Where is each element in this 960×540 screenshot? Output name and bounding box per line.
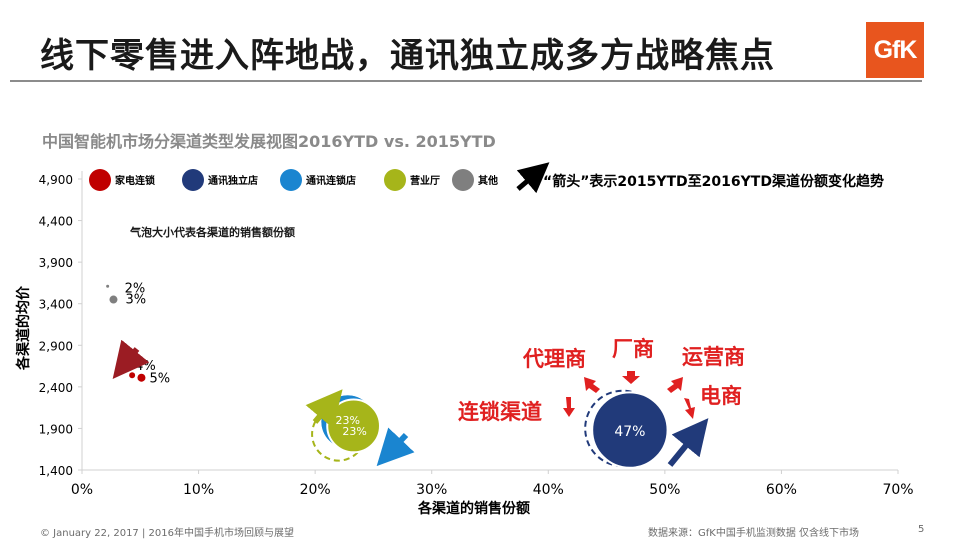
bubble-label: 5% (149, 372, 170, 387)
strategy-annotations: 代理商 厂商 运营商 连锁渠道 电商 (458, 337, 745, 424)
trend-arrow-operator-hall (305, 389, 343, 429)
bubble-label: 23% (342, 425, 366, 438)
y-axis-title: 各渠道的均价 (15, 285, 32, 371)
legend-label: 家电连锁 (115, 174, 155, 187)
gfk-logo: GfK (866, 22, 924, 78)
footer-copyright: © January 22, 2017 | 2016年中国手机市场回顾与展望 (40, 528, 294, 539)
pointer-arrow-chain (563, 397, 575, 417)
strategy-pointer-arrows (563, 371, 695, 419)
legend-marker (452, 169, 474, 191)
legend-marker (182, 169, 204, 191)
x-tick-label: 70% (882, 482, 913, 498)
annotation-manufacturer: 厂商 (612, 337, 654, 361)
pointer-arrow-manufacturer (622, 371, 640, 384)
legend-label: 通讯连锁店 (306, 174, 356, 187)
page-number: 5 (918, 524, 925, 535)
bubble-2016 (109, 295, 118, 304)
x-tick-label: 60% (766, 482, 797, 498)
y-tick-label: 4,900 (39, 173, 73, 187)
annotation-ecommerce: 电商 (700, 384, 742, 408)
annotation-operator: 运营商 (682, 345, 745, 369)
pointer-arrow-agent (584, 377, 600, 393)
y-tick-label: 2,900 (39, 339, 73, 353)
x-axis-title: 各渠道的销售份额 (417, 500, 530, 517)
x-tick-label: 20% (300, 482, 331, 498)
pointer-arrow-ecommerce (684, 398, 695, 419)
bubble-2016 (591, 391, 669, 469)
annotation-chain-channel: 连锁渠道 (458, 400, 542, 424)
bubbles: 4%5%47%23%23%2%3% (106, 281, 669, 469)
legend-marker (280, 169, 302, 191)
y-tick-label: 3,900 (39, 256, 73, 270)
footer-source: 数据来源：GfK中国手机监测数据 仅含线下市场 (648, 528, 860, 539)
y-tick-label: 4,400 (39, 215, 73, 229)
title-divider (10, 80, 922, 82)
bubble-label: 47% (614, 424, 645, 440)
legend: 家电连锁 通讯独立店 通讯连锁店 营业厅 其他 “箭头”表示2015YTD至2016YTD… (89, 169, 884, 191)
bubble-size-note: 气泡大小代表各渠道的销售额份额 (129, 225, 295, 239)
y-tick-label: 1,900 (39, 422, 73, 436)
legend-label: 其他 (478, 174, 498, 187)
chart-title: 中国智能机市场分渠道类型发展视图2016YTD vs. 2015YTD (42, 132, 496, 151)
x-tick-label: 30% (416, 482, 447, 498)
legend-marker (89, 169, 111, 191)
legend-marker (384, 169, 406, 191)
x-tick-label: 50% (649, 482, 680, 498)
trend-arrow-legend (516, 162, 550, 194)
trend-arrow-telecom-independent (667, 418, 709, 467)
axes: 0% 10% 20% 30% 40% 50% 60% 70% 1,400 1,900 2,400 2,… (39, 171, 914, 498)
x-tick-label: 40% (533, 482, 564, 498)
x-tick-label: 0% (71, 482, 93, 498)
legend-label: 通讯独立店 (208, 174, 258, 187)
bubble-2016 (137, 373, 146, 382)
x-tick-label: 10% (183, 482, 214, 498)
trend-arrow-home-appliance (112, 339, 150, 379)
y-tick-label: 2,400 (39, 381, 73, 395)
trend-arrow-telecom-chain (376, 427, 415, 467)
slide-title: 线下零售进入阵地战，通讯独立成多方战略焦点 (40, 36, 775, 76)
bubble-2015 (106, 284, 110, 288)
y-tick-label: 3,400 (39, 298, 73, 312)
y-tick-label: 1,400 (39, 464, 73, 478)
annotation-agent: 代理商 (522, 347, 586, 371)
legend-label: 营业厅 (410, 174, 440, 187)
trend-arrow-note: “箭头”表示2015YTD至2016YTD渠道份额变化趋势 (543, 173, 884, 190)
bubble-label: 2% (125, 281, 146, 296)
bubble-label: 3% (125, 293, 146, 308)
pointer-arrow-operator (667, 377, 683, 393)
